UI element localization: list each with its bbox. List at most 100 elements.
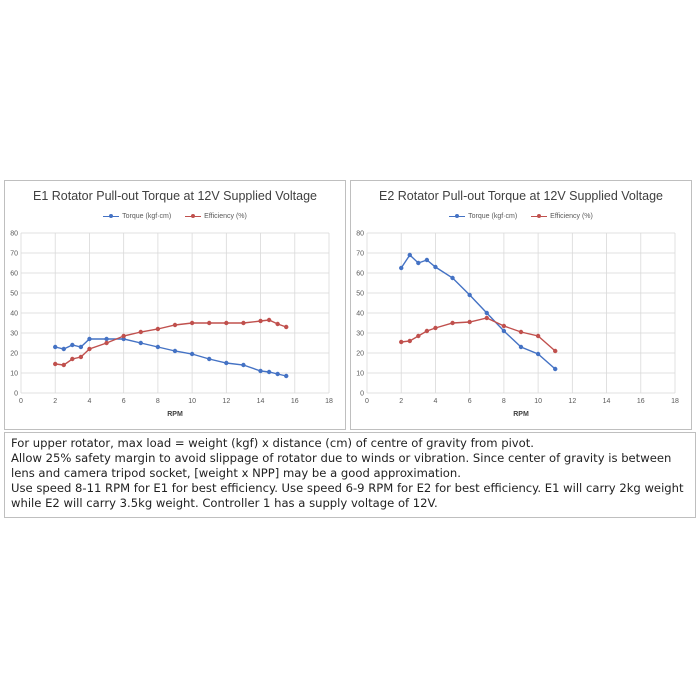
legend-label: Efficiency (%) — [204, 212, 247, 220]
note-line: For upper rotator, max load = weight (kg… — [11, 436, 534, 450]
y-tick-label: 30 — [356, 331, 364, 338]
x-tick-label: 0 — [365, 398, 369, 405]
series-line-torque — [400, 253, 556, 370]
data-point-efficiency — [284, 324, 289, 330]
data-point-efficiency — [224, 320, 229, 326]
x-tick-label: 8 — [502, 398, 506, 405]
y-tick-label: 10 — [356, 371, 364, 378]
data-point-efficiency — [416, 333, 421, 339]
data-point-efficiency — [78, 354, 84, 360]
data-point-efficiency — [275, 321, 280, 327]
data-point-efficiency — [61, 362, 66, 368]
note-line: Allow 25% safety margin to avoid slippag… — [11, 451, 672, 480]
legend-item-torque: Torque (kgf·cm) — [449, 212, 517, 220]
data-point-torque — [258, 368, 263, 374]
data-point-torque — [424, 257, 430, 263]
legend-item-efficiency: Efficiency (%) — [185, 212, 247, 220]
data-point-efficiency — [189, 320, 195, 326]
data-point-torque — [266, 369, 272, 375]
x-tick-label: 2 — [399, 398, 403, 405]
y-tick-label: 80 — [356, 231, 364, 238]
data-point-efficiency — [535, 333, 541, 339]
data-point-torque — [399, 265, 404, 271]
data-point-torque — [518, 344, 524, 350]
plot-area-e2: 0 10 20 30 40 50 60 70 80 0 2 4 6 8 10 12 14 16 18 RPM — [356, 231, 679, 419]
data-point-efficiency — [484, 315, 489, 321]
data-point-efficiency — [155, 326, 161, 332]
y-tick-label: 60 — [356, 271, 364, 278]
chart-title: E2 Rotator Pull-out Torque at 12V Suppli… — [379, 189, 663, 203]
y-tick-label: 0 — [360, 391, 364, 398]
data-point-torque — [535, 351, 541, 357]
data-point-efficiency — [121, 333, 126, 339]
data-point-torque — [284, 373, 289, 379]
y-tick-label: 20 — [356, 351, 364, 358]
y-tick-label: 70 — [10, 251, 18, 258]
y-tick-label: 10 — [10, 371, 18, 378]
legend-label: Efficiency (%) — [550, 212, 593, 220]
x-tick-label: 2 — [53, 398, 57, 405]
legend-swatch-efficiency — [531, 212, 548, 220]
data-point-torque — [484, 310, 489, 316]
x-tick-label: 12 — [222, 398, 230, 405]
x-tick-label: 14 — [603, 398, 611, 405]
data-point-torque — [467, 292, 472, 298]
legend-label: Torque (kgf·cm) — [122, 212, 172, 220]
data-point-torque — [155, 344, 161, 350]
y-tick-label: 30 — [10, 331, 18, 338]
x-axis-label: RPM — [167, 411, 183, 418]
x-tick-label: 6 — [468, 398, 472, 405]
note-line: Use speed 8-11 RPM for E1 for best effic… — [11, 481, 684, 510]
data-point-torque — [172, 348, 178, 354]
data-point-efficiency — [399, 339, 404, 345]
data-point-torque — [224, 360, 229, 366]
data-point-efficiency — [241, 320, 246, 326]
x-tick-label: 8 — [156, 398, 160, 405]
x-tick-label: 16 — [637, 398, 645, 405]
data-point-torque — [104, 336, 109, 342]
data-point-efficiency — [553, 348, 558, 354]
data-point-efficiency — [53, 361, 58, 367]
data-point-torque — [207, 356, 212, 362]
data-point-efficiency — [258, 318, 263, 324]
data-point-efficiency — [138, 329, 143, 335]
y-tick-label: 40 — [356, 311, 364, 318]
data-point-torque — [53, 344, 58, 350]
series-line-torque — [55, 338, 287, 377]
data-point-efficiency — [87, 346, 92, 352]
legend-swatch-efficiency — [185, 212, 202, 220]
chart-legend: Torque (kgf·cm) Efficiency (%) — [351, 212, 691, 220]
data-point-torque — [241, 362, 246, 368]
data-point-torque — [553, 366, 558, 372]
notes-box: For upper rotator, max load = weight (kg… — [4, 432, 696, 518]
data-point-torque — [433, 264, 438, 270]
data-point-torque — [407, 252, 412, 258]
x-tick-label: 4 — [87, 398, 91, 405]
data-point-torque — [501, 328, 507, 334]
x-tick-label: 10 — [534, 398, 542, 405]
chart-title: E1 Rotator Pull-out Torque at 12V Suppli… — [33, 189, 317, 203]
legend-label: Torque (kgf·cm) — [468, 212, 518, 220]
data-point-torque — [70, 342, 75, 348]
chart-panel-e2: E2 Rotator Pull-out Torque at 12V Suppli… — [350, 180, 692, 430]
data-point-efficiency — [433, 325, 438, 331]
data-point-efficiency — [207, 320, 212, 326]
data-point-torque — [78, 344, 84, 350]
x-tick-label: 12 — [568, 398, 576, 405]
x-tick-label: 4 — [433, 398, 437, 405]
data-point-torque — [138, 340, 143, 346]
data-point-torque — [416, 260, 421, 266]
legend-swatch-torque — [103, 212, 120, 220]
data-point-torque — [275, 371, 280, 377]
y-tick-label: 60 — [10, 271, 18, 278]
y-tick-label: 50 — [356, 291, 364, 298]
data-point-torque — [61, 346, 66, 352]
data-point-efficiency — [407, 338, 412, 344]
y-tick-label: 50 — [10, 291, 18, 298]
data-point-efficiency — [70, 356, 75, 362]
y-tick-label: 70 — [356, 251, 364, 258]
data-point-efficiency — [172, 322, 178, 328]
x-tick-label: 6 — [122, 398, 126, 405]
y-tick-label: 20 — [10, 351, 18, 358]
y-tick-label: 40 — [10, 311, 18, 318]
